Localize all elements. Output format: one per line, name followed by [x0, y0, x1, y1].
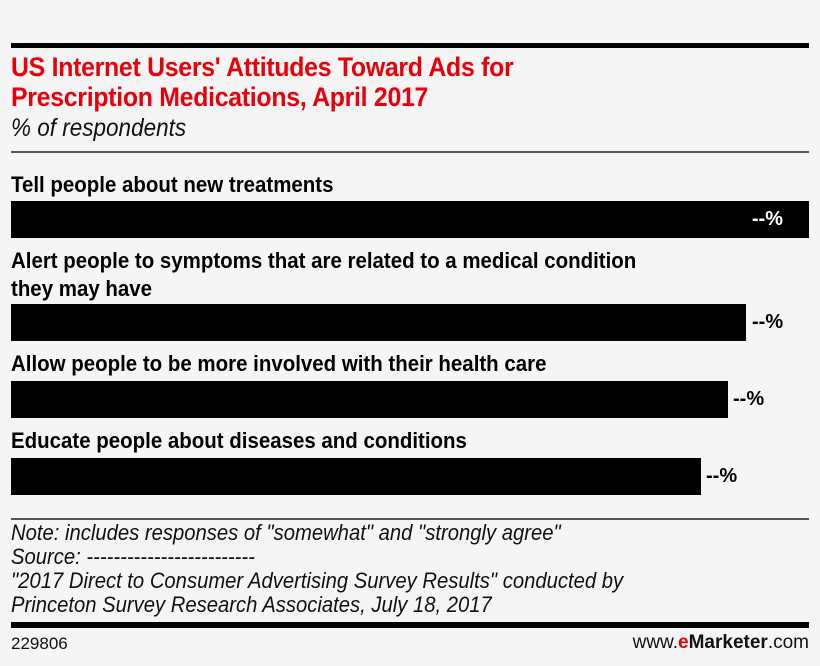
source-text-line-2: "2017 Direct to Consumer Advertising Sur…	[11, 568, 624, 593]
top-rule	[11, 43, 809, 48]
brand-prefix: www.	[632, 632, 679, 653]
bar-label-line-2: they may have	[11, 276, 153, 301]
chart-id: 229806	[11, 634, 68, 653]
subtitle-rule	[11, 151, 809, 153]
bottom-rule	[11, 622, 809, 628]
bar-label-alert-symptoms: Alert people to symptoms that are relate…	[11, 247, 636, 303]
footnote: Note: includes responses of "somewhat" a…	[11, 521, 623, 617]
bar-value-label: --%	[752, 311, 784, 333]
source-text: Source: -------------------------	[11, 544, 255, 569]
source-text-line-3: Princeton Survey Research Associates, Ju…	[11, 592, 492, 617]
bar-new-treatments: --%	[11, 201, 809, 238]
note-rule	[11, 518, 809, 520]
brand-e: e	[678, 632, 689, 653]
title-line-1: US Internet Users' Attitudes Toward Ads …	[11, 52, 514, 82]
bar-label-involved-health-care: Allow people to be more involved with th…	[11, 351, 547, 376]
brand-suffix: .com	[767, 632, 809, 653]
bar-value-label: --%	[751, 208, 783, 230]
bar-label-line-1: Alert people to symptoms that are relate…	[11, 248, 637, 273]
bar-educate-diseases	[11, 458, 701, 495]
bar-alert-symptoms	[11, 304, 746, 341]
bar-value-label: --%	[733, 388, 765, 410]
brand-name: Marketer	[688, 632, 768, 653]
brand-logo: www.eMarketer.com	[633, 632, 809, 654]
chart-subtitle: % of respondents	[11, 114, 187, 142]
title-line-2: Prescription Medications, April 2017	[11, 82, 429, 112]
note-text: Note: includes responses of "somewhat" a…	[11, 520, 561, 545]
bar-label-new-treatments: Tell people about new treatments	[11, 172, 334, 197]
bar-label-educate-diseases: Educate people about diseases and condit…	[11, 428, 467, 453]
chart-title: US Internet Users' Attitudes Toward Ads …	[11, 52, 745, 112]
bar-involved-health-care	[11, 381, 728, 418]
bar-value-label: --%	[706, 465, 738, 487]
